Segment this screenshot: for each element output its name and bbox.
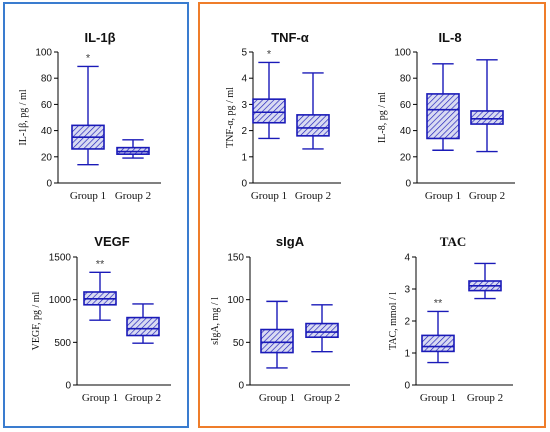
panel-4-box-2-iqr (126, 316, 160, 337)
panel-2-y-tick-label: 0 (241, 179, 247, 190)
panel-1-category-label-2: Group 2 (115, 190, 151, 202)
panel-2-title: TNF-α (271, 30, 309, 45)
panel-5-y-axis-label: sIgA, mg / l (210, 297, 221, 345)
panel-2-y-tick-label: 5 (241, 48, 247, 59)
panel-6-box-1-significance: ** (434, 297, 443, 309)
panel-1-y-tick-label: 20 (41, 152, 53, 163)
panel-3-y-tick-label: 0 (405, 179, 411, 190)
panel-6-y-tick-label: 4 (404, 253, 410, 264)
panel-5-y-tick-label: 150 (227, 253, 244, 264)
panel-4-category-label-1: Group 1 (82, 392, 118, 404)
panel-3-category-label-2: Group 2 (469, 190, 505, 202)
panel-2-y-axis-label: TNF-α, pg / ml (225, 87, 236, 148)
panel-6-y-axis-label: TAC, mmol / l (388, 292, 399, 350)
panel-2-y-tick-label: 4 (241, 74, 247, 85)
panel-3-y-axis-label: IL-8, pg / ml (377, 92, 388, 143)
panel-6-box-1-iqr (421, 334, 455, 353)
group-frame-left (3, 2, 189, 428)
panel-1-y-tick-label: 60 (41, 100, 53, 111)
panel-1-y-axis-label: IL-1β, pg / ml (18, 89, 29, 145)
panel-4-title: VEGF (94, 234, 129, 249)
panel-6-y-tick-label: 3 (404, 285, 410, 296)
panel-6-y-tick-label: 2 (404, 317, 410, 328)
panel-1-y-tick-label: 100 (35, 48, 52, 59)
panel-4-y-tick-label: 1000 (49, 295, 72, 306)
panel-3-title: IL-8 (438, 30, 461, 45)
panel-6-title: TAC (440, 234, 466, 249)
panel-3-box-1-iqr (426, 93, 460, 140)
panel-4-category-label-2: Group 2 (125, 392, 161, 404)
panel-6-y-tick-label: 1 (404, 349, 410, 360)
panel-1-box-1-significance: * (86, 52, 91, 64)
panel-3-category-label-1: Group 1 (425, 190, 461, 202)
panel-2-category-label-2: Group 2 (295, 190, 331, 202)
panel-5-y-tick-label: 50 (233, 338, 245, 349)
panel-2-box-1-significance: * (267, 48, 272, 60)
panel-3-y-tick-label: 60 (400, 100, 412, 111)
panel-4-y-tick-label: 500 (54, 338, 71, 349)
panel-1-title: IL-1β (84, 30, 115, 45)
panel-4-y-tick-label: 1500 (49, 253, 72, 264)
panel-5-y-tick-label: 100 (227, 295, 244, 306)
panel-2-y-tick-label: 3 (241, 100, 247, 111)
panel-2-box-1-iqr (252, 98, 286, 124)
panel-5-title: sIgA (276, 234, 305, 249)
panel-4-y-axis-label: VEGF, pg / ml (31, 291, 42, 350)
panel-5-y-tick-label: 0 (238, 381, 244, 392)
panel-3-y-tick-label: 100 (394, 48, 411, 59)
group-frame-right (198, 2, 546, 428)
panel-5-category-label-1: Group 1 (259, 392, 295, 404)
panel-4-box-1-significance: ** (96, 258, 105, 270)
panel-6-y-tick-label: 0 (404, 381, 410, 392)
panel-5-box-1-iqr (260, 328, 294, 354)
panel-1-y-tick-label: 0 (46, 179, 52, 190)
panel-2-y-tick-label: 2 (241, 126, 247, 137)
panel-6-category-label-2: Group 2 (467, 392, 503, 404)
panel-5-box-2-iqr (305, 322, 339, 339)
panel-2-category-label-1: Group 1 (251, 190, 287, 202)
panel-3-y-tick-label: 20 (400, 152, 412, 163)
panel-6-category-label-1: Group 1 (420, 392, 456, 404)
panel-2-box-2-iqr (296, 114, 330, 137)
panel-3-y-tick-label: 40 (400, 126, 412, 137)
panel-4-y-tick-label: 0 (65, 381, 71, 392)
panel-1-y-tick-label: 80 (41, 74, 53, 85)
panel-1-category-label-1: Group 1 (70, 190, 106, 202)
panel-2-y-tick-label: 1 (241, 152, 247, 163)
panel-3-y-tick-label: 80 (400, 74, 412, 85)
panel-5-category-label-2: Group 2 (304, 392, 340, 404)
panel-1-y-tick-label: 40 (41, 126, 53, 137)
panel-3-box-2-iqr (470, 110, 504, 125)
